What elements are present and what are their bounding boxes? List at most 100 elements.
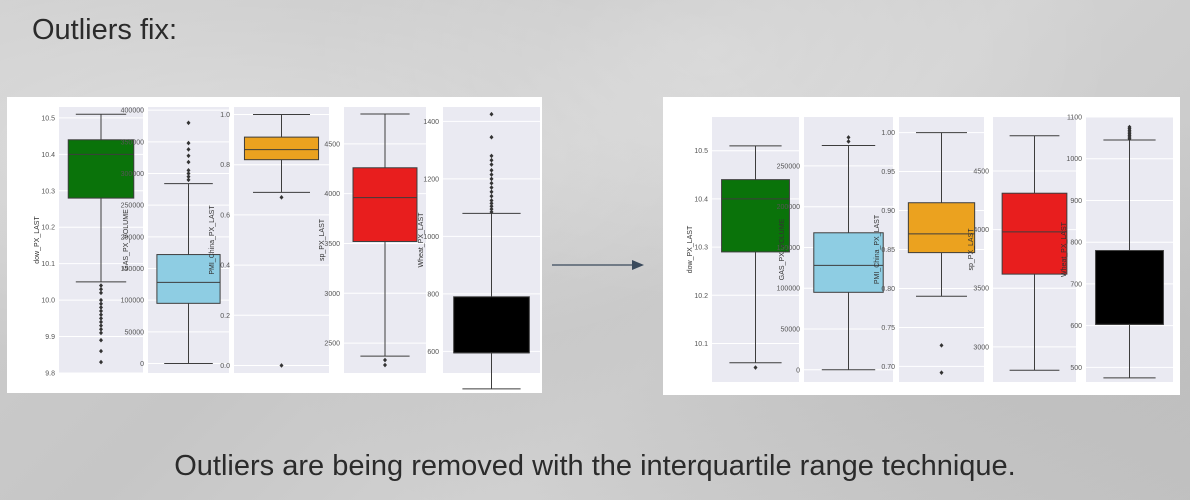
after-gas-px-volume-tick-label: 50000	[781, 327, 801, 334]
before-wheat-px-last-tick-label: 1400	[423, 119, 439, 126]
before-dow-px-last-outlier-marker	[99, 297, 103, 303]
before-wheat-px-last-outlier-marker	[489, 180, 494, 186]
before-wheat-px-last-outlier-marker	[489, 201, 494, 206]
after-wheat-px-last-tick-label: 700	[1070, 281, 1082, 288]
after-sp-px-last-tick-label: 4500	[973, 168, 989, 175]
before-dow-px-last-outlier-marker	[99, 286, 103, 292]
before-gas-px-volume-outlier-marker	[186, 153, 191, 159]
after-wheat-px-last-tick-label: 1100	[1067, 115, 1082, 122]
after-pmi-china-px-last-tick-label: 0.80	[881, 286, 895, 293]
after-gas-px-volume-tick-label: 150000	[777, 245, 800, 252]
after-pmi-china-px-last-outlier-marker	[939, 370, 944, 375]
slide-caption: Outliers are being removed with the inte…	[174, 450, 1016, 482]
before-wheat-px-last-outlier-marker	[489, 189, 494, 195]
before-gas-px-volume-tick-label: 50000	[125, 329, 145, 336]
before-dow-px-last-outlier-marker	[99, 301, 103, 307]
before-dow-px-last-outlier-marker	[99, 316, 103, 321]
before-wheat-px-last-outlier-marker	[489, 134, 494, 140]
before-wheat-px-last-tick-label: 800	[427, 291, 439, 298]
before-wheat-px-last-outlier-marker	[489, 206, 494, 212]
after-sp-px-last-box	[1001, 192, 1068, 275]
before-dow-px-last-outlier-marker	[99, 319, 103, 325]
before-gas-px-volume-outlier-marker	[186, 171, 191, 176]
before-sp-px-last-tick-label: 4000	[324, 191, 340, 198]
before-sp-px-last-outlier-marker	[383, 357, 387, 363]
before-dow-px-last-tick-label: 10.2	[41, 225, 55, 232]
after-wheat-px-last-y-axis-label: Wheat_PX_LAST	[1061, 221, 1068, 277]
after-dow-px-last-tick-label: 10.1	[694, 341, 708, 348]
before-wheat-px-last-outlier-marker	[489, 198, 494, 203]
before-dow-px-last-outlier-marker	[99, 305, 103, 310]
before-wheat-px-last-tick-label: 1000	[423, 234, 439, 241]
before-sp-px-last-tick-label: 3000	[324, 291, 340, 298]
after-sp-px-last-tick-label: 4000	[973, 227, 989, 234]
after-dow-px-last-tick-label: 10.3	[694, 245, 708, 252]
before-gas-px-volume-outlier-marker	[186, 177, 191, 183]
before-dow-px-last-outlier-marker	[99, 308, 103, 314]
before-wheat-px-last-outlier-marker	[489, 162, 494, 167]
before-dow-px-last-box	[67, 139, 135, 199]
before-pmi-china-px-last-outlier-marker	[279, 195, 284, 200]
after-pmi-china-px-last-tick-label: 0.95	[881, 169, 895, 176]
before-sp-px-last-tick-label: 3500	[324, 241, 340, 248]
after-dow-px-last-y-axis-label: dow_PX_LAST	[687, 225, 694, 273]
before-pmi-china-px-last-tick-label: 1.0	[220, 112, 230, 119]
before-gas-px-volume-outlier-marker	[186, 147, 191, 152]
before-dow-px-last-outlier-marker	[99, 290, 103, 296]
before-pmi-china-px-last-tick-label: 0.2	[220, 313, 230, 320]
before-pmi-china-px-last-tick-label: 0.6	[220, 212, 230, 219]
before-wheat-px-last-outlier-marker	[489, 209, 494, 215]
boxplots-after-chart: 10.1 10.2 10.3 10.4 10.5 dow_PX_LAST 0 50000 100…	[687, 115, 1173, 382]
after-pmi-china-px-last-y-axis-label: PMI_China_PX_LAST	[874, 214, 881, 284]
before-sp-px-last-outlier-marker	[383, 362, 387, 368]
before-wheat-px-last-outlier-marker	[489, 167, 494, 173]
before-pmi-china-px-last-box	[243, 136, 320, 161]
before-gas-px-volume-tick-label: 300000	[121, 171, 144, 178]
before-gas-px-volume-tick-label: 100000	[121, 298, 144, 305]
after-gas-px-volume-tick-label: 0	[796, 367, 800, 374]
after-dow-px-last-tick-label: 10.2	[694, 293, 708, 300]
before-dow-px-last-outlier-marker	[99, 348, 103, 354]
before-gas-px-volume-tick-label: 250000	[121, 203, 144, 210]
after-pmi-china-px-last-outlier-marker	[939, 343, 944, 348]
before-pmi-china-px-last-y-axis-label: PMI_China_PX_LAST	[209, 205, 216, 275]
after-sp-px-last-y-axis-label: sp_PX_LAST	[968, 228, 975, 271]
before-wheat-px-last-y-axis-label: Wheat_PX_LAST	[418, 212, 425, 268]
before-dow-px-last-outlier-marker	[99, 330, 103, 336]
before-dow-px-last-tick-label: 10.5	[41, 115, 55, 122]
before-dow-px-last-outlier-marker	[99, 283, 103, 288]
before-dow-px-last-outlier-marker	[99, 359, 103, 365]
before-gas-px-volume-outlier-marker	[186, 168, 191, 173]
boxplots-after-panel: 10.1 10.2 10.3 10.4 10.5 dow_PX_LAST 0 50000 100…	[663, 97, 1180, 395]
before-pmi-china-px-last-tick-label: 0.8	[220, 162, 230, 169]
before-wheat-px-last-outlier-marker	[489, 111, 494, 117]
after-sp-px-last-tick-label: 3000	[973, 344, 989, 351]
before-gas-px-volume-y-axis-label: GAS_PX_VOLUME	[123, 209, 130, 271]
before-gas-px-volume-box	[156, 254, 221, 304]
before-gas-px-volume-tick-label: 150000	[121, 266, 144, 273]
before-wheat-px-last-tick-label: 1200	[423, 176, 439, 183]
after-wheat-px-last-tick-label: 800	[1070, 240, 1082, 247]
after-pmi-china-px-last-tick-label: 1.00	[881, 130, 895, 137]
before-wheat-px-last-tick-label: 600	[427, 349, 439, 356]
before-dow-px-last-outlier-marker	[99, 337, 103, 343]
before-dow-px-last-tick-label: 10.4	[41, 152, 55, 159]
before-wheat-px-last-outlier-marker	[489, 203, 494, 209]
after-dow-px-last-tick-label: 10.4	[694, 196, 708, 203]
before-sp-px-last-y-axis-label: sp_PX_LAST	[319, 218, 326, 261]
after-gas-px-volume-outlier-marker	[846, 135, 851, 140]
before-dow-px-last-outlier-marker	[99, 312, 103, 317]
before-dow-px-last-tick-label: 10.0	[41, 298, 55, 305]
after-gas-px-volume-y-axis-label: GAS_PX_VOLUME	[779, 218, 786, 280]
after-gas-px-volume-tick-label: 200000	[777, 204, 800, 211]
after-wheat-px-last-tick-label: 600	[1070, 323, 1082, 330]
after-gas-px-volume-box	[813, 232, 884, 293]
before-wheat-px-last-box	[453, 296, 530, 354]
before-dow-px-last-y-axis-label: dow_PX_LAST	[34, 216, 41, 264]
after-pmi-china-px-last-tick-label: 0.75	[881, 325, 895, 332]
before-dow-px-last-outlier-marker	[99, 323, 103, 328]
slide-title: Outliers fix:	[32, 14, 178, 46]
before-gas-px-volume-tick-label: 350000	[121, 139, 144, 146]
before-gas-px-volume-tick-label: 0	[140, 361, 144, 368]
before-sp-px-last-tick-label: 2500	[324, 341, 340, 348]
